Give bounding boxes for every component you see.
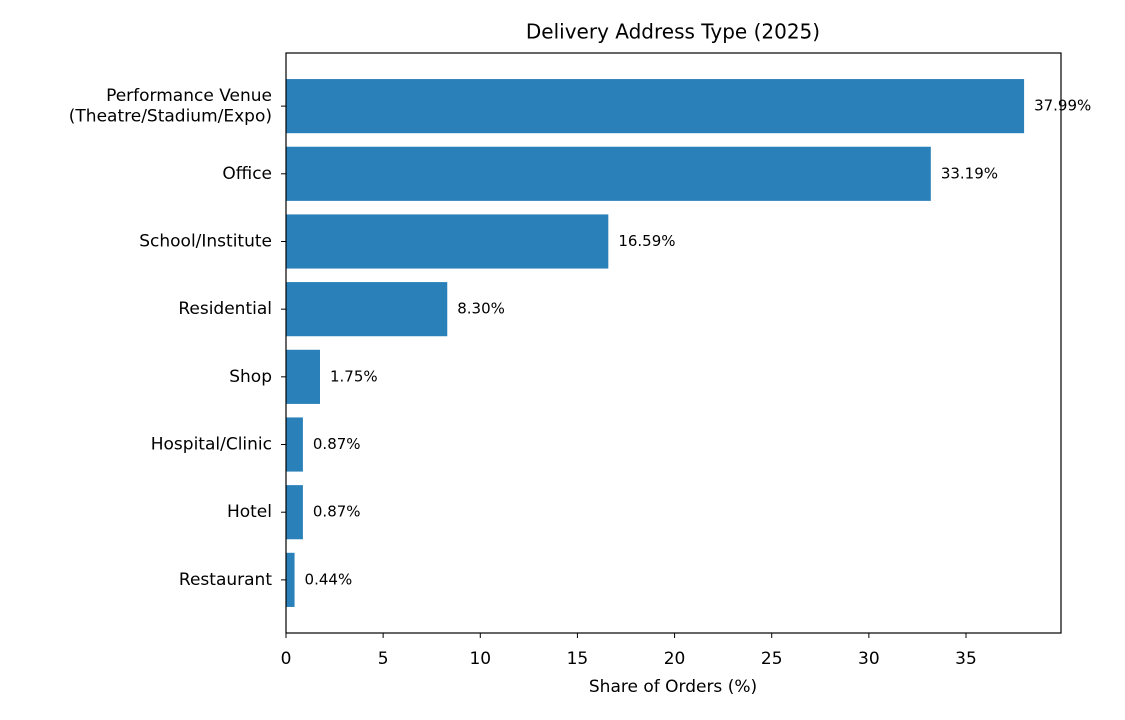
y-tick-label: Office: [222, 164, 272, 184]
x-axis-label: Share of Orders (%): [589, 677, 757, 697]
bar: [286, 282, 448, 337]
y-tick-label: Hotel: [227, 502, 272, 522]
value-label: 16.59%: [618, 232, 675, 250]
value-label: 37.99%: [1034, 97, 1091, 115]
x-tick-label: 15: [567, 649, 589, 669]
y-tick-label: Restaurant: [179, 570, 272, 590]
bar: [286, 349, 320, 404]
value-label: 1.75%: [330, 367, 378, 385]
x-tick-label: 25: [761, 649, 783, 669]
x-tick-label: 10: [469, 649, 491, 669]
y-tick-label: Hospital/Clinic: [151, 435, 272, 455]
value-label: 0.44%: [305, 570, 353, 588]
bar: [286, 146, 931, 201]
bar: [286, 552, 295, 607]
value-label: 8.30%: [457, 300, 505, 318]
x-tick-label: 20: [664, 649, 686, 669]
plot-frame: [285, 52, 1062, 634]
chart-title: Delivery Address Type (2025): [526, 20, 820, 44]
y-tick-label: Shop: [229, 367, 272, 387]
value-label: 0.87%: [313, 503, 361, 521]
x-tick-label: 0: [281, 649, 292, 669]
bar: [286, 417, 303, 472]
bar: [286, 79, 1025, 134]
bar: [286, 485, 303, 540]
bar: [286, 214, 609, 269]
y-tick-label: Residential: [178, 299, 272, 319]
value-label: 0.87%: [313, 435, 361, 453]
x-tick-label: 5: [378, 649, 389, 669]
y-tick-label: Performance Venue (Theatre/Stadium/Expo): [69, 86, 272, 126]
x-tick-label: 30: [858, 649, 880, 669]
value-label: 33.19%: [941, 164, 998, 182]
x-tick-label: 35: [955, 649, 977, 669]
y-tick-label: School/Institute: [139, 231, 272, 251]
